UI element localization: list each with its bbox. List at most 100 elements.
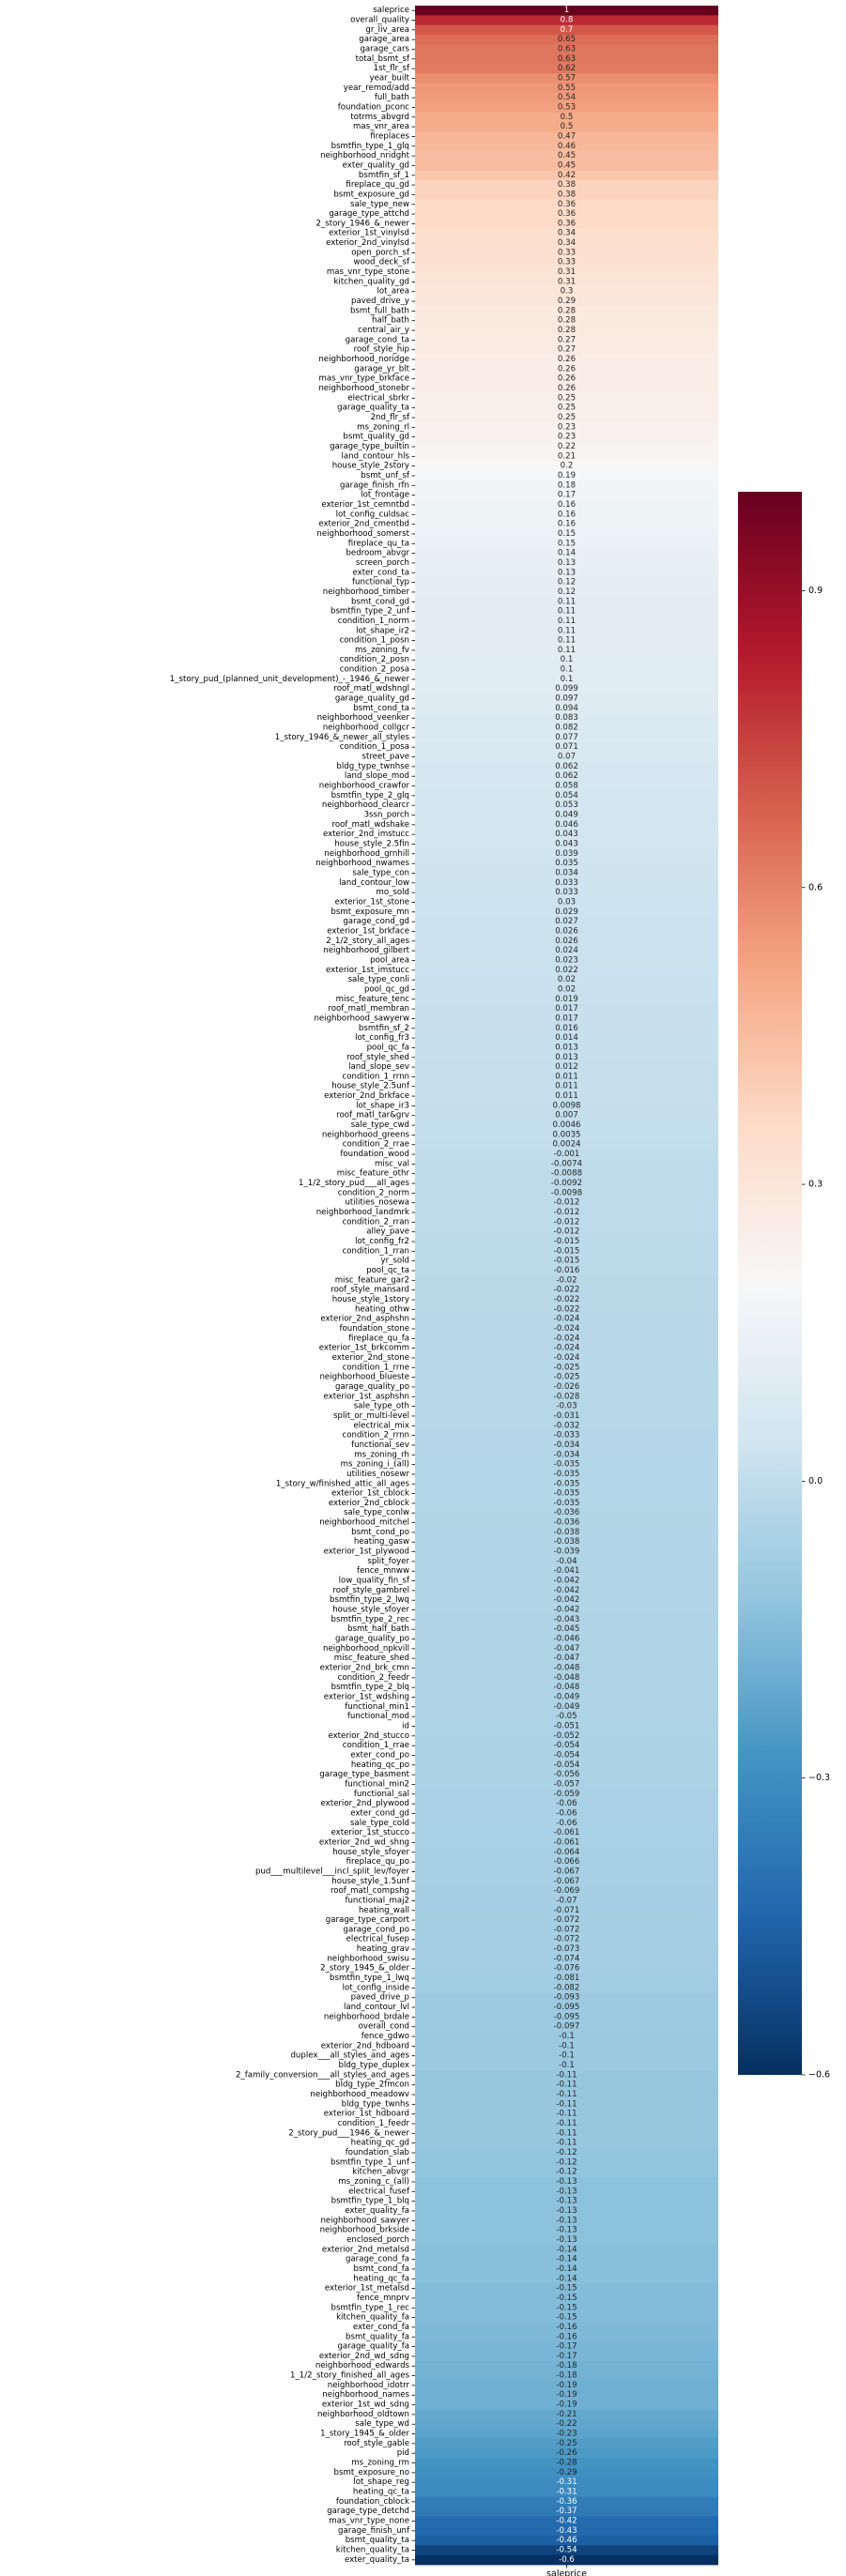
cell-value-label: 0.097 <box>555 694 578 704</box>
heatmap-cell <box>415 2234 718 2246</box>
cell-value-label: -0.042 <box>554 1586 580 1595</box>
heatmap-cell <box>415 655 718 665</box>
heatmap-cell <box>415 1896 718 1906</box>
row-label: exterior_2nd_wd_sdng <box>319 2352 409 2361</box>
row-label: mas_vnr_type_none <box>329 2517 409 2526</box>
row-label: exterior_2nd_hdboard <box>321 2041 409 2050</box>
cell-value-label: -0.06 <box>556 1819 577 1828</box>
row-label: foundation_slab <box>346 2148 409 2157</box>
heatmap-cell <box>415 1779 718 1791</box>
cell-value-label: -0.36 <box>556 2497 577 2507</box>
row-label: bsmt_quality_fa <box>346 2332 409 2341</box>
colorbar-tick-label: 0.0 <box>808 1476 823 1486</box>
heatmap-cell <box>415 1595 718 1606</box>
heatmap-cell <box>415 2109 718 2120</box>
cell-value-label: -0.18 <box>556 2361 577 2370</box>
heatmap-cell <box>415 1837 718 1849</box>
heatmap-cell <box>415 635 718 647</box>
heatmap-cell <box>415 1275 718 1286</box>
row-label: condition_1_rrae <box>343 1741 409 1750</box>
row-label: mas_vnr_type_brkface <box>318 374 409 384</box>
row-label: bsmtfin_sf_1 <box>359 171 409 180</box>
row-label: lot_config_inside <box>343 1983 409 1992</box>
row-label: bldg_type_duplex <box>338 2061 409 2070</box>
heatmap-cell <box>415 1730 718 1742</box>
cell-value-label: -0.066 <box>554 1857 580 1867</box>
heatmap-cell <box>415 1023 718 1034</box>
heatmap-cell <box>415 1789 718 1800</box>
heatmap-cell <box>415 1925 718 1935</box>
cell-value-label: -0.043 <box>554 1615 580 1624</box>
row-label: sale_type_new <box>350 200 409 209</box>
cell-value-label: -0.17 <box>556 2342 577 2352</box>
row-label: condition_2_norm <box>338 1188 409 1197</box>
row-label: condition_2_rrnn <box>343 1431 409 1440</box>
row-labels: salepriceoverall_qualitygr_liv_areagarag… <box>170 6 415 2565</box>
row-label: split_foyer <box>367 1557 409 1566</box>
cell-value-label: 0.53 <box>558 102 576 112</box>
row-label: bsmtfin_type_2_rec <box>331 1615 410 1624</box>
row-label: year_remod/add <box>344 84 409 93</box>
heatmap-cell <box>415 2525 718 2537</box>
cell-value-label: -0.16 <box>556 2323 577 2332</box>
row-label: alley_pave <box>366 1227 409 1237</box>
heatmap-cell <box>415 703 718 714</box>
cell-value-label: -0.13 <box>556 2177 577 2187</box>
cell-value-label: -0.14 <box>556 2255 577 2264</box>
heatmap-cell <box>415 1585 718 1596</box>
row-label: sale_type_conli <box>348 975 409 984</box>
row-label: bsmt_quality_ta <box>346 2536 409 2545</box>
heatmap-cell <box>415 839 718 850</box>
heatmap-cell <box>415 965 718 976</box>
cell-value-label: 0.27 <box>558 335 576 344</box>
heatmap-cell <box>415 1334 718 1344</box>
row-label: garage_type_basment <box>319 1770 409 1779</box>
heatmap-cell <box>415 616 718 627</box>
cell-value-label: 0.046 <box>555 820 578 830</box>
cell-value-label: 0.15 <box>558 529 576 539</box>
cell-value-label: -0.022 <box>554 1286 580 1295</box>
cell-value-label: -0.016 <box>554 1266 580 1275</box>
heatmap-cell <box>415 170 718 181</box>
row-label: bsmt_exposure_no <box>334 2468 409 2477</box>
heatmap-cell <box>415 102 718 114</box>
cell-value-label: 0.28 <box>558 326 576 335</box>
heatmap-cell <box>415 219 718 229</box>
cell-value-label: -0.0092 <box>551 1179 582 1188</box>
cell-value-label: 0.45 <box>558 160 576 170</box>
row-label: electrical_sbrkr <box>347 393 409 403</box>
heatmap-cell <box>415 2274 718 2284</box>
row-label: exterior_2nd_stucco <box>328 1731 409 1741</box>
heatmap-cell <box>415 92 718 103</box>
row-label: condition_2_feedr <box>338 1673 410 1683</box>
heatmap-cell <box>415 1236 718 1247</box>
cell-value-label: -0.11 <box>556 2110 577 2119</box>
heatmap-cell <box>415 1323 718 1334</box>
heatmap-cell <box>415 868 718 879</box>
cell-value-label: -0.26 <box>556 2448 577 2458</box>
row-label: exter_cond_ta <box>352 568 409 577</box>
cell-value-label: -0.0074 <box>551 1159 582 1168</box>
heatmap-cell <box>415 2070 718 2081</box>
cell-value-label: -0.015 <box>554 1237 580 1246</box>
row-label: exterior_2nd_asphshn <box>320 1315 409 1324</box>
cell-value-label: 0.1 <box>561 655 574 664</box>
row-label: neighborhood_sawyerw <box>314 1014 409 1023</box>
cell-value-label: -0.097 <box>554 2022 580 2032</box>
row-label: neighborhood_nwames <box>315 859 409 868</box>
row-label: land_contour_hls <box>342 451 410 461</box>
cell-value-label: -0.13 <box>556 2187 577 2196</box>
heatmap-cell <box>415 1101 718 1111</box>
heatmap-cell <box>415 150 718 161</box>
cell-value-label: 0.63 <box>558 44 576 53</box>
cell-value-label: 0.099 <box>555 684 578 694</box>
row-label: garage_cond_gd <box>343 917 409 926</box>
heatmap-cell <box>415 2429 718 2440</box>
heatmap-cell <box>415 1867 718 1878</box>
heatmap-cell <box>415 1712 718 1722</box>
row-label: fence_mnww <box>357 1566 409 1576</box>
heatmap-cell <box>415 2176 718 2187</box>
heatmap-cell <box>415 2012 718 2022</box>
heatmap-cell <box>415 1392 718 1402</box>
row-label: full_bath <box>375 93 409 102</box>
